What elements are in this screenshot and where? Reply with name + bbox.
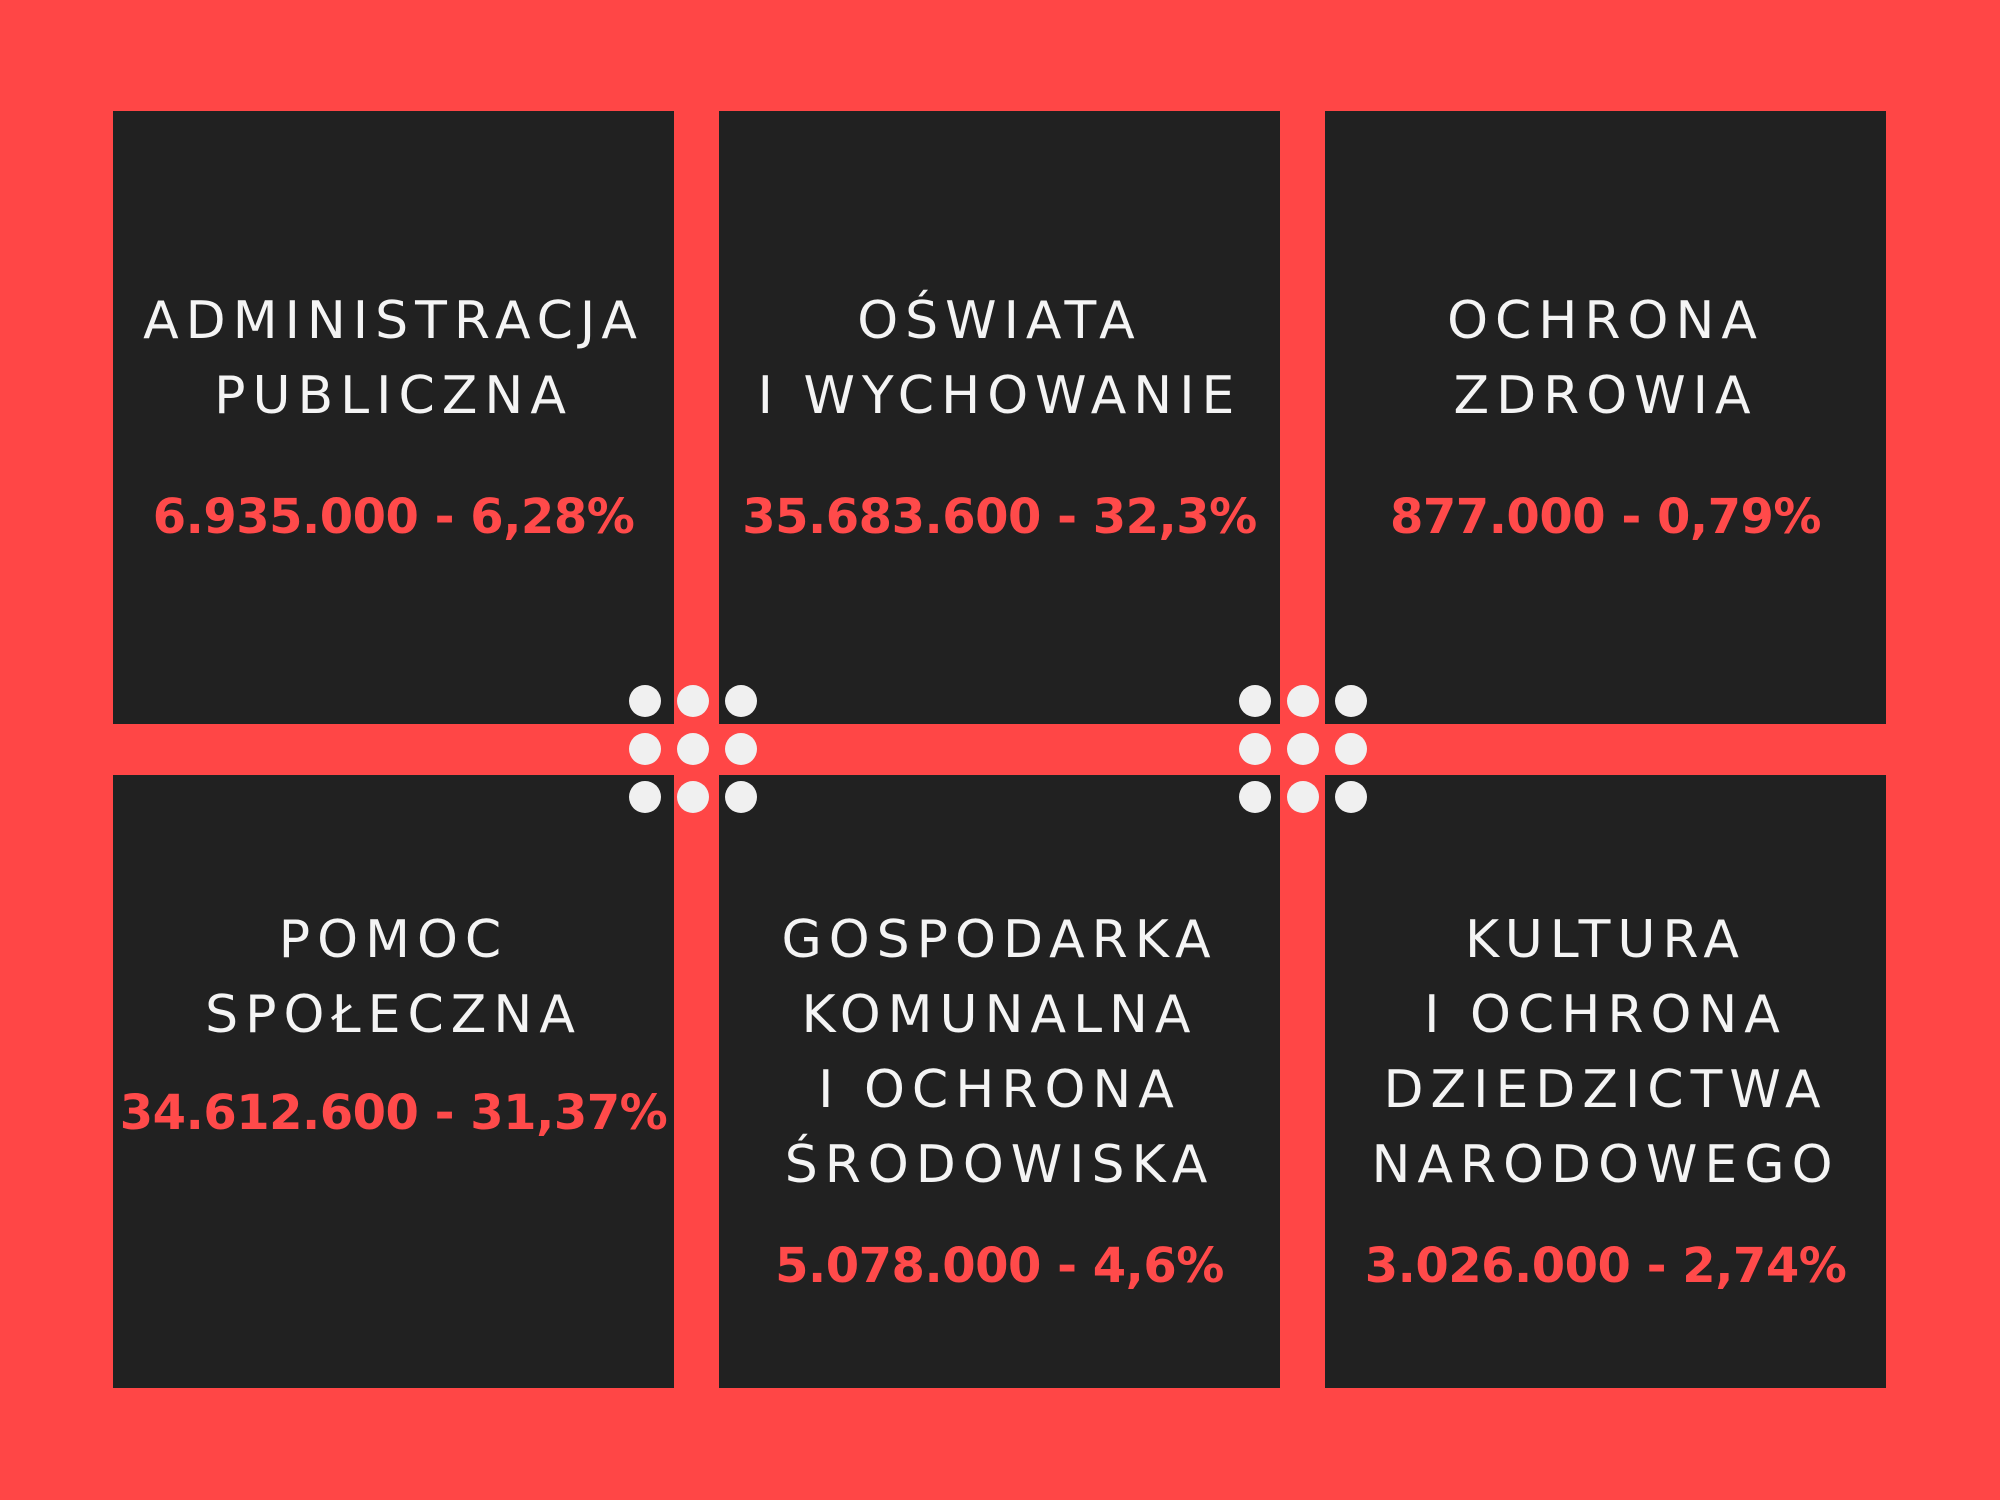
- dot-decoration: [1239, 781, 1271, 813]
- card-title-line: KOMUNALNA: [801, 985, 1198, 1045]
- card-content: POMOC SPOŁECZNA 34.612.600 - 31,37%: [113, 903, 674, 1143]
- card-title-line: I OCHRONA: [818, 1060, 1181, 1120]
- card-title-line: ŚRODOWISKA: [784, 1135, 1215, 1195]
- card-value: 6.935.000 - 6,28%: [152, 489, 635, 545]
- card-title-line: DZIEDZICTWA: [1383, 1060, 1828, 1120]
- dot-grid-right-decoration: [1239, 685, 1369, 815]
- category-card-gospodarka-komunalna: GOSPODARKA KOMUNALNA I OCHRONA ŚRODOWISK…: [719, 775, 1280, 1388]
- dot-decoration: [629, 685, 661, 717]
- dot-decoration: [677, 781, 709, 813]
- dot-decoration: [1335, 733, 1367, 765]
- card-title-line: POMOC: [278, 910, 509, 970]
- card-title-line: ADMINISTRACJA: [143, 291, 644, 351]
- dot-decoration: [629, 781, 661, 813]
- card-value: 877.000 - 0,79%: [1390, 489, 1822, 545]
- dot-decoration: [725, 685, 757, 717]
- dot-decoration: [1239, 685, 1271, 717]
- dot-decoration: [725, 733, 757, 765]
- dot-grid-left-decoration: [629, 685, 759, 815]
- dot-decoration: [677, 733, 709, 765]
- card-title-line: I WYCHOWANIE: [757, 366, 1242, 426]
- dot-decoration: [1287, 733, 1319, 765]
- card-title-line: ZDROWIA: [1453, 366, 1758, 426]
- card-title-line: I OCHRONA: [1424, 985, 1787, 1045]
- card-value: 35.683.600 - 32,3%: [742, 489, 1257, 545]
- dot-decoration: [1287, 685, 1319, 717]
- category-card-ochrona-zdrowia: OCHRONA ZDROWIA 877.000 - 0,79%: [1325, 111, 1886, 724]
- card-content: GOSPODARKA KOMUNALNA I OCHRONA ŚRODOWISK…: [719, 903, 1280, 1296]
- card-value: 5.078.000 - 4,6%: [775, 1238, 1224, 1294]
- card-title-line: OCHRONA: [1447, 291, 1764, 351]
- card-title-line: SPOŁECZNA: [205, 985, 582, 1045]
- dot-decoration: [725, 781, 757, 813]
- card-title-line: GOSPODARKA: [781, 910, 1218, 970]
- dot-decoration: [677, 685, 709, 717]
- card-content: KULTURA I OCHRONA DZIEDZICTWA NARODOWEGO…: [1325, 903, 1886, 1296]
- card-content: ADMINISTRACJA PUBLICZNA 6.935.000 - 6,28…: [113, 284, 674, 547]
- dot-decoration: [629, 733, 661, 765]
- dot-decoration: [1287, 781, 1319, 813]
- card-title-line: NARODOWEGO: [1371, 1135, 1840, 1195]
- card-content: OŚWIATA I WYCHOWANIE 35.683.600 - 32,3%: [719, 284, 1280, 547]
- card-content: OCHRONA ZDROWIA 877.000 - 0,79%: [1325, 284, 1886, 547]
- dot-decoration: [1335, 685, 1367, 717]
- dot-decoration: [1239, 733, 1271, 765]
- category-card-oswiata: OŚWIATA I WYCHOWANIE 35.683.600 - 32,3%: [719, 111, 1280, 724]
- category-card-kultura: KULTURA I OCHRONA DZIEDZICTWA NARODOWEGO…: [1325, 775, 1886, 1388]
- card-title-line: OŚWIATA: [857, 291, 1142, 351]
- card-value: 3.026.000 - 2,74%: [1364, 1238, 1847, 1294]
- card-value: 34.612.600 - 31,37%: [119, 1085, 668, 1141]
- card-title-line: PUBLICZNA: [214, 366, 573, 426]
- category-card-administracja: ADMINISTRACJA PUBLICZNA 6.935.000 - 6,28…: [113, 111, 674, 724]
- card-title-line: KULTURA: [1465, 910, 1746, 970]
- category-card-pomoc-spoleczna: POMOC SPOŁECZNA 34.612.600 - 31,37%: [113, 775, 674, 1388]
- dot-decoration: [1335, 781, 1367, 813]
